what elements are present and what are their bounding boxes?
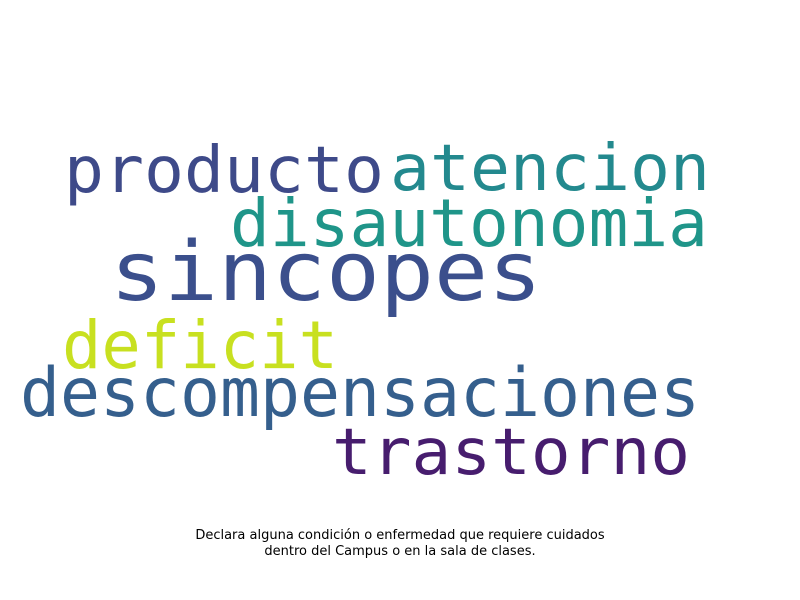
word-deficit: deficit bbox=[62, 307, 338, 384]
word-sincopes: sincopes bbox=[110, 225, 542, 320]
word-atencion: atencion bbox=[390, 132, 710, 206]
word-disautonomia: disautonomia bbox=[230, 185, 708, 262]
word-descompensaciones: descompensaciones bbox=[20, 354, 700, 433]
chart-caption: Declara alguna condición o enfermedad qu… bbox=[0, 528, 800, 560]
word-trastorno: trastorno bbox=[332, 416, 690, 490]
word-producto: producto bbox=[64, 134, 384, 208]
caption-line-1: Declara alguna condición o enfermedad qu… bbox=[195, 528, 605, 543]
caption-line-2: dentro del Campus o en la sala de clases… bbox=[264, 544, 536, 559]
